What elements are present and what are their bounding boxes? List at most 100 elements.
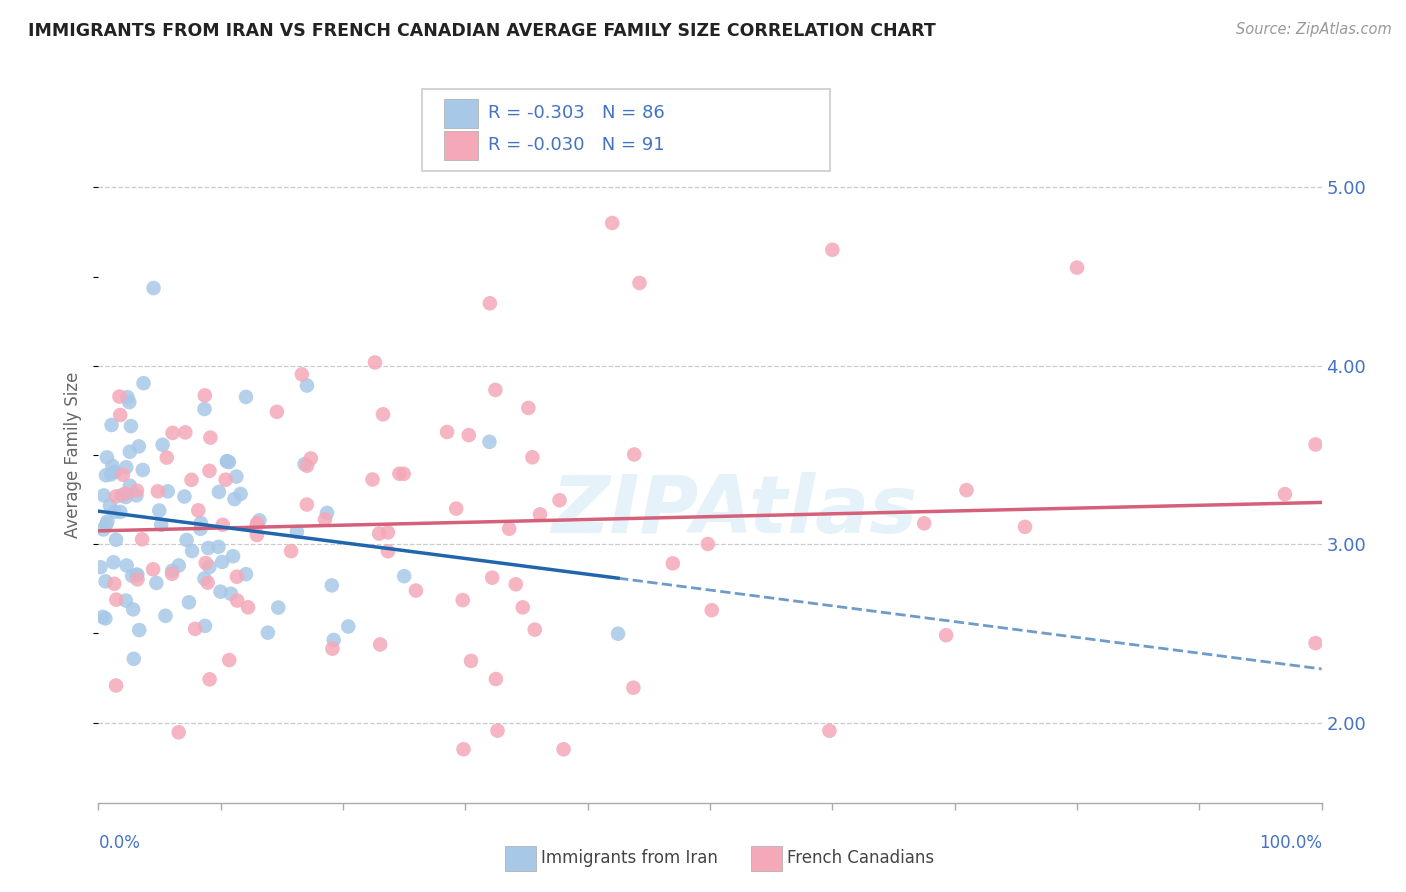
Point	[114, 593, 136, 607]
Point	[118, 395, 141, 409]
Point	[224, 492, 246, 507]
Point	[132, 463, 155, 477]
Point	[321, 641, 343, 656]
Point	[436, 425, 458, 439]
Point	[98, 499, 121, 513]
Point	[94, 574, 117, 589]
Point	[226, 570, 249, 584]
Point	[156, 484, 179, 499]
Point	[194, 388, 217, 402]
Point	[821, 243, 844, 257]
Point	[208, 484, 231, 499]
Point	[1305, 437, 1327, 451]
Point	[405, 583, 427, 598]
Point	[377, 544, 399, 558]
Point	[128, 439, 150, 453]
Point	[125, 568, 148, 582]
Point	[96, 517, 118, 532]
Point	[295, 498, 318, 512]
Point	[460, 654, 482, 668]
Point	[316, 506, 339, 520]
Point	[94, 468, 117, 483]
Point	[167, 558, 190, 573]
Point	[190, 522, 212, 536]
Point	[628, 276, 651, 290]
Text: R = -0.303   N = 86: R = -0.303 N = 86	[488, 104, 665, 122]
Point	[607, 626, 630, 640]
Point	[235, 390, 257, 404]
Point	[295, 458, 318, 473]
Point	[160, 564, 183, 578]
Text: Immigrants from Iran: Immigrants from Iran	[541, 849, 718, 867]
Point	[486, 723, 509, 738]
Point	[662, 557, 685, 571]
Point	[104, 505, 127, 519]
Point	[368, 526, 391, 541]
Point	[226, 593, 249, 607]
Point	[451, 593, 474, 607]
Text: 100.0%: 100.0%	[1258, 834, 1322, 852]
Point	[105, 489, 128, 503]
Text: ZIPAtlas: ZIPAtlas	[551, 472, 918, 549]
Point	[115, 558, 138, 573]
Point	[162, 425, 184, 440]
Point	[246, 528, 269, 542]
Point	[371, 407, 394, 421]
Point	[198, 673, 221, 687]
Point	[118, 478, 141, 492]
Point	[104, 465, 127, 479]
Point	[364, 355, 387, 369]
Point	[523, 623, 546, 637]
Point	[122, 602, 145, 616]
Point	[101, 458, 124, 473]
Text: 0.0%: 0.0%	[98, 834, 141, 852]
Point	[294, 457, 316, 471]
Point	[229, 487, 252, 501]
Point	[131, 533, 153, 547]
Point	[142, 562, 165, 576]
Point	[215, 454, 238, 468]
Point	[115, 460, 138, 475]
Point	[167, 725, 190, 739]
Point	[299, 451, 322, 466]
Point	[211, 517, 233, 532]
Point	[314, 512, 336, 526]
Point	[111, 488, 134, 502]
Text: Source: ZipAtlas.com: Source: ZipAtlas.com	[1236, 22, 1392, 37]
Point	[498, 522, 520, 536]
Point	[368, 637, 391, 651]
Point	[174, 425, 197, 440]
Point	[444, 501, 467, 516]
Point	[361, 473, 384, 487]
Point	[155, 608, 177, 623]
Y-axis label: Average Family Size: Average Family Size	[65, 372, 83, 538]
Point	[512, 600, 534, 615]
Point	[912, 516, 935, 531]
Point	[481, 571, 503, 585]
Point	[218, 653, 240, 667]
Text: French Canadians: French Canadians	[787, 849, 935, 867]
Point	[91, 523, 114, 537]
Point	[485, 672, 508, 686]
Point	[388, 467, 411, 481]
Point	[142, 281, 165, 295]
Point	[700, 603, 723, 617]
Point	[128, 623, 150, 637]
Point	[105, 592, 128, 607]
Point	[219, 587, 242, 601]
Point	[517, 401, 540, 415]
Point	[114, 486, 136, 500]
Point	[122, 652, 145, 666]
Point	[295, 378, 318, 392]
Point	[100, 467, 122, 482]
Point	[207, 540, 229, 554]
Point	[194, 556, 217, 570]
Point	[529, 508, 551, 522]
Point	[522, 450, 544, 465]
Point	[127, 567, 149, 582]
Point	[187, 503, 209, 517]
Point	[548, 493, 571, 508]
Point	[214, 473, 236, 487]
Point	[236, 600, 259, 615]
Point	[96, 515, 118, 529]
